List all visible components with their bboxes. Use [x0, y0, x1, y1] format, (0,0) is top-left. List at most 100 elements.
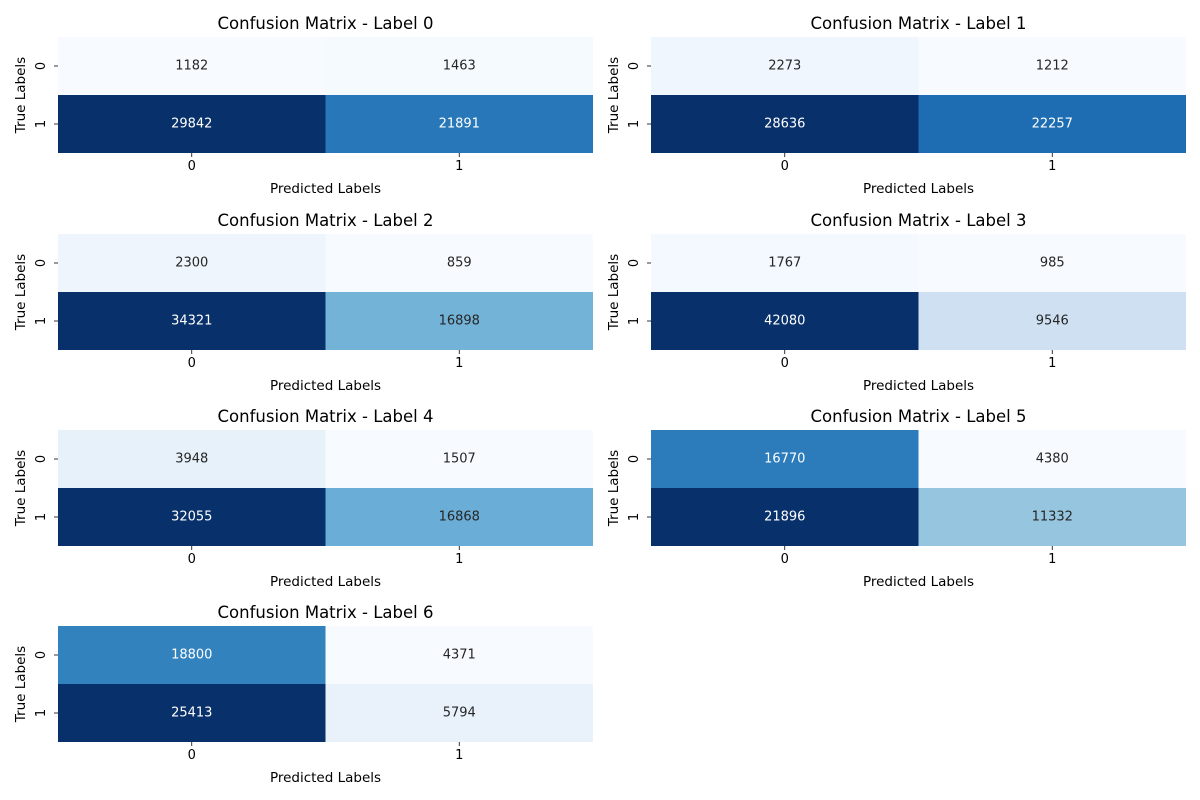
y-tick-label: 0: [34, 259, 49, 267]
cell-value-label: 4371: [443, 648, 476, 663]
cell-value-label: 22257: [1032, 117, 1073, 132]
y-tick-label: 0: [34, 651, 49, 659]
confusion-matrix-label-5: Confusion Matrix - Label 5 16770 4380 21896…: [606, 407, 1186, 590]
x-axis-label: Predicted Labels: [863, 378, 974, 394]
cell-value-label: 34321: [171, 314, 212, 329]
cell-value-label: 2273: [768, 59, 801, 74]
confusion-matrix-label-6: Confusion Matrix - Label 6 18800 4371 25413…: [13, 603, 593, 786]
chart-title: Confusion Matrix - Label 4: [218, 407, 434, 426]
y-tick-label: 1: [627, 317, 642, 325]
x-axis-label: Predicted Labels: [270, 378, 381, 394]
cell-value-label: 16898: [439, 314, 480, 329]
x-tick-label: 1: [455, 552, 463, 567]
x-tick-label: 0: [188, 552, 196, 567]
cell-value-label: 1463: [443, 59, 476, 74]
heatmap-cell: [325, 430, 593, 488]
cell-value-label: 21891: [439, 117, 480, 132]
cell-value-label: 11332: [1032, 510, 1073, 525]
x-tick-label: 1: [455, 748, 463, 763]
x-tick-label: 0: [781, 552, 789, 567]
confusion-matrix-label-3: Confusion Matrix - Label 3 1767 985 42080 95…: [606, 211, 1186, 394]
x-tick-label: 1: [455, 159, 463, 174]
heatmap-cell: [651, 37, 919, 95]
y-axis-label: True Labels: [13, 57, 29, 134]
cell-value-label: 985: [1040, 256, 1065, 271]
y-axis-label: True Labels: [606, 57, 622, 134]
x-tick-label: 1: [1048, 552, 1056, 567]
cell-value-label: 16868: [439, 510, 480, 525]
x-axis-label: Predicted Labels: [863, 574, 974, 590]
heatmap-cell: [325, 626, 593, 684]
heatmap-cell: [325, 488, 593, 546]
x-axis-label: Predicted Labels: [270, 574, 381, 590]
y-tick-label: 0: [627, 62, 642, 70]
heatmap-cell: [325, 37, 593, 95]
heatmap-cell: [58, 626, 326, 684]
heatmap-cell: [58, 684, 326, 742]
heatmap-cell: [58, 488, 326, 546]
cell-value-label: 4380: [1036, 452, 1069, 467]
y-axis-label: True Labels: [13, 254, 29, 331]
heatmap-cell: [651, 95, 919, 153]
chart-title: Confusion Matrix - Label 0: [218, 14, 434, 33]
cell-value-label: 42080: [764, 314, 805, 329]
heatmap-cell: [58, 95, 326, 153]
heatmap-cell: [325, 684, 593, 742]
cell-value-label: 1212: [1036, 59, 1069, 74]
heatmap-cell: [918, 292, 1186, 350]
cell-value-label: 2300: [175, 256, 208, 271]
cell-value-label: 5794: [443, 706, 476, 721]
heatmap-cell: [918, 488, 1186, 546]
confusion-matrix-label-1: Confusion Matrix - Label 1 2273 1212 28636 2…: [606, 14, 1186, 197]
cell-value-label: 25413: [171, 706, 212, 721]
cell-value-label: 28636: [764, 117, 805, 132]
heatmap-cell: [325, 292, 593, 350]
cell-value-label: 1182: [175, 59, 208, 74]
heatmap-cell: [918, 95, 1186, 153]
chart-title: Confusion Matrix - Label 1: [811, 14, 1027, 33]
chart-title: Confusion Matrix - Label 2: [218, 211, 434, 230]
x-axis-label: Predicted Labels: [863, 181, 974, 197]
heatmap-cell: [58, 37, 326, 95]
cell-value-label: 21896: [764, 510, 805, 525]
confusion-matrix-label-2: Confusion Matrix - Label 2 2300 859 34321 16…: [13, 211, 593, 394]
y-axis-label: True Labels: [13, 450, 29, 527]
heatmap-cell: [325, 234, 593, 292]
x-axis-label: Predicted Labels: [270, 181, 381, 197]
y-tick-label: 1: [627, 513, 642, 521]
x-axis-label: Predicted Labels: [270, 770, 381, 786]
x-tick-label: 1: [1048, 356, 1056, 371]
cell-value-label: 32055: [171, 510, 212, 525]
y-tick-label: 1: [627, 120, 642, 128]
heatmap-cell: [651, 292, 919, 350]
x-tick-label: 0: [188, 356, 196, 371]
y-axis-label: True Labels: [606, 254, 622, 331]
cell-value-label: 16770: [764, 452, 805, 467]
cell-value-label: 1507: [443, 452, 476, 467]
y-tick-label: 0: [627, 455, 642, 463]
x-tick-label: 0: [781, 159, 789, 174]
chart-title: Confusion Matrix - Label 5: [811, 407, 1027, 426]
cell-value-label: 9546: [1036, 314, 1069, 329]
heatmap-cell: [918, 234, 1186, 292]
heatmap-cell: [651, 234, 919, 292]
y-tick-label: 0: [34, 455, 49, 463]
heatmap-cell: [58, 292, 326, 350]
heatmap-cell: [651, 430, 919, 488]
y-axis-label: True Labels: [13, 646, 29, 723]
cell-value-label: 3948: [175, 452, 208, 467]
y-axis-label: True Labels: [606, 450, 622, 527]
y-tick-label: 1: [34, 513, 49, 521]
y-tick-label: 1: [34, 317, 49, 325]
y-tick-label: 1: [34, 120, 49, 128]
x-tick-label: 0: [188, 748, 196, 763]
cell-value-label: 29842: [171, 117, 212, 132]
x-tick-label: 1: [1048, 159, 1056, 174]
cell-value-label: 859: [447, 256, 472, 271]
heatmap-cell: [918, 37, 1186, 95]
cell-value-label: 1767: [768, 256, 801, 271]
heatmap-cell: [58, 430, 326, 488]
chart-title: Confusion Matrix - Label 3: [811, 211, 1027, 230]
confusion-matrix-label-4: Confusion Matrix - Label 4 3948 1507 32055 1…: [13, 407, 593, 590]
